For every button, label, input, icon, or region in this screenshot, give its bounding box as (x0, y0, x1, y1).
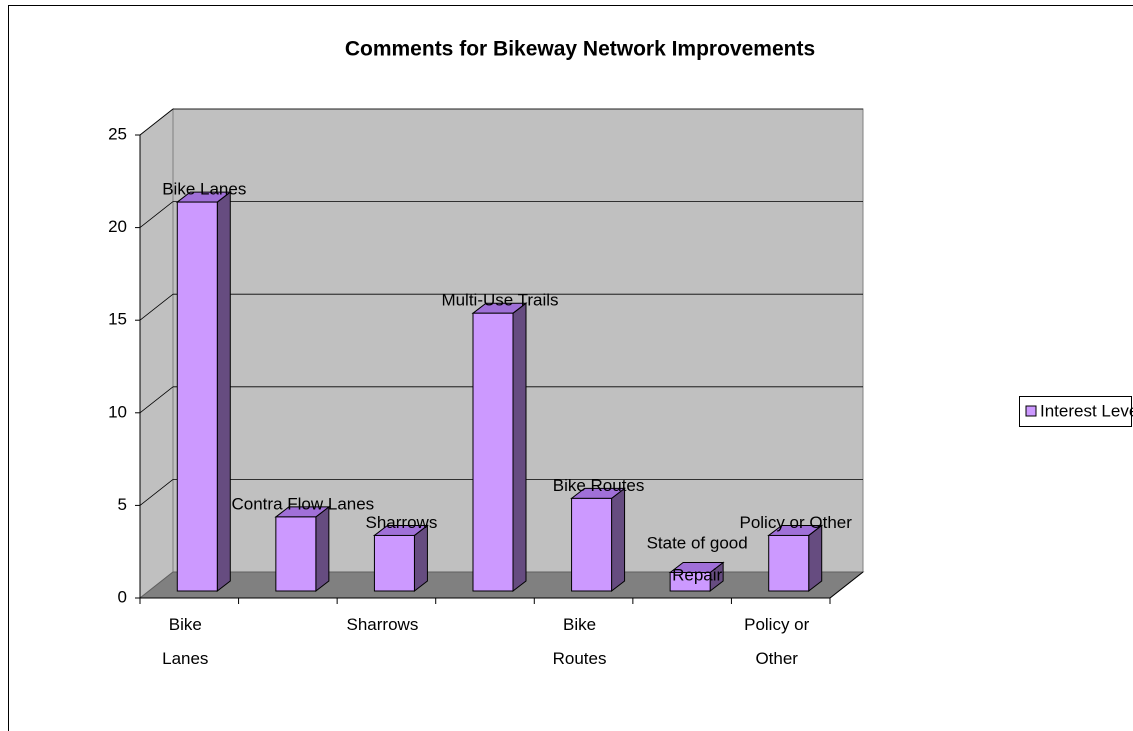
bar-side (315, 505, 330, 593)
data-label: Bike Lanes (162, 180, 246, 199)
grid-line (139, 108, 174, 136)
y-tick-label: 25 (108, 124, 127, 143)
bar-side (808, 524, 823, 593)
x-tick-label: Sharrows (347, 615, 419, 634)
data-label: Contra Flow Lanes (232, 494, 375, 513)
x-tick-label: Bike Lanes (162, 615, 208, 668)
floor-edge (829, 571, 864, 599)
x-tick-label: Policy or Other (744, 615, 810, 668)
grid-line (139, 479, 174, 506)
bar (373, 534, 415, 592)
bar-side (216, 191, 231, 593)
y-tick-label: 5 (118, 495, 127, 514)
bar (176, 201, 218, 592)
data-label: State of good Repair (647, 534, 748, 585)
grid-line (139, 293, 174, 321)
legend-box (1019, 396, 1132, 427)
data-label: Policy or Other (739, 513, 852, 532)
grid-line (139, 201, 174, 228)
x-tick-label: Bike Routes (553, 615, 607, 668)
y-tick-label: 20 (108, 217, 127, 236)
data-label: Multi-Use Trails (441, 291, 558, 310)
bar (669, 571, 711, 592)
grid-line (139, 386, 174, 414)
bar (571, 497, 613, 592)
legend-label: Interest Level (1040, 401, 1133, 420)
bar (275, 516, 317, 592)
bar-side (611, 487, 626, 593)
y-tick-label: 0 (118, 587, 127, 606)
bar-side (512, 302, 527, 593)
y-tick-label: 15 (108, 310, 127, 329)
bar (472, 312, 514, 592)
data-label: Sharrows (366, 513, 438, 532)
legend-swatch (1025, 405, 1037, 417)
bar (768, 534, 810, 592)
bar-side (413, 524, 428, 593)
y-tick-label: 10 (108, 402, 127, 421)
chart-title: Comments for Bikeway Network Improvement… (345, 38, 815, 61)
data-label: Bike Routes (553, 476, 645, 495)
